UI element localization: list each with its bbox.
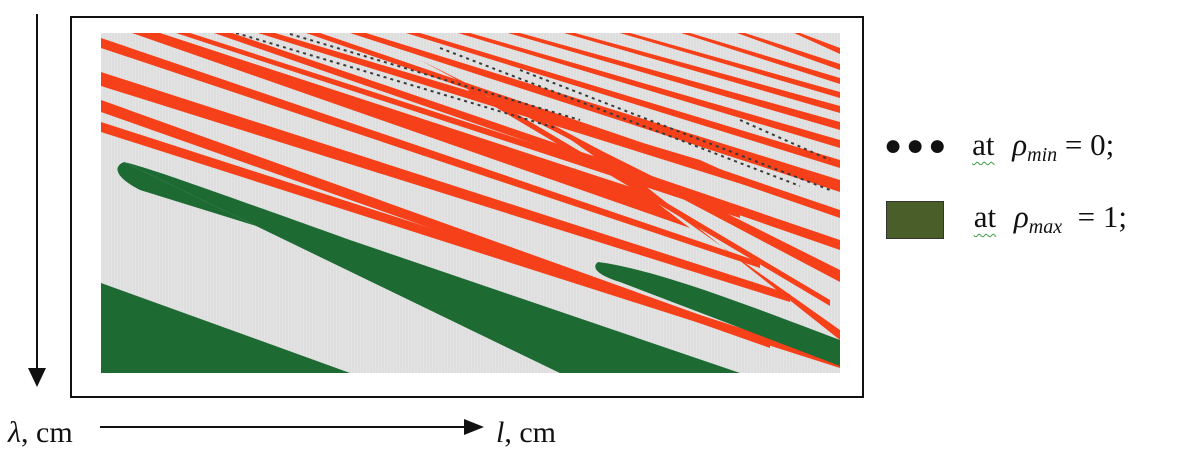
- red-band: [620, 33, 840, 98]
- red-band: [681, 33, 840, 84]
- l-symbol: l: [496, 416, 505, 449]
- red-band: [101, 122, 840, 368]
- legend-at-text: at: [973, 199, 997, 234]
- red-band: [350, 33, 840, 192]
- legend-value-text: = 0;: [1057, 127, 1115, 162]
- red-band: [258, 33, 780, 196]
- red-band: [737, 33, 840, 70]
- legend-at-text: at: [972, 127, 995, 162]
- red-band: [406, 33, 840, 168]
- rho-subscript: min: [1027, 144, 1058, 166]
- legend-value-text: = 1;: [1062, 199, 1127, 234]
- dotted-line: [739, 119, 831, 161]
- green-region: [595, 262, 840, 366]
- red-band: [794, 33, 840, 54]
- lambda-symbol: λ: [8, 416, 21, 449]
- green-swatch-icon: [886, 200, 944, 239]
- green-region: [101, 283, 350, 373]
- l-axis-arrowhead: [464, 419, 484, 435]
- lambda-axis-label: λ, cm: [8, 418, 73, 448]
- lambda-axis-arrowhead: [28, 368, 46, 387]
- lambda-unit: , cm: [21, 416, 73, 449]
- red-band: [101, 72, 790, 302]
- legend-item-rho-max: at ρmax = 1;: [886, 200, 1127, 244]
- red-band: [420, 60, 840, 282]
- red-band: [132, 33, 690, 228]
- dots-marker-icon: ●●●: [884, 129, 951, 162]
- l-unit: , cm: [504, 416, 556, 449]
- red-band: [176, 33, 740, 218]
- red-band: [458, 33, 840, 148]
- red-band: [508, 33, 840, 130]
- dotted-line: [289, 33, 581, 121]
- rho-symbol: ρ: [1012, 127, 1028, 162]
- green-region: [124, 162, 740, 373]
- red-band: [460, 80, 830, 306]
- rho-subscript: max: [1028, 216, 1063, 238]
- dotted-line: [439, 47, 801, 187]
- l-axis-label: l, cm: [496, 418, 556, 448]
- rho-symbol: ρ: [1013, 199, 1029, 234]
- red-band: [564, 33, 840, 113]
- legend-item-rho-min: ●●● at ρmin = 0;: [884, 128, 1114, 172]
- red-band: [101, 38, 760, 268]
